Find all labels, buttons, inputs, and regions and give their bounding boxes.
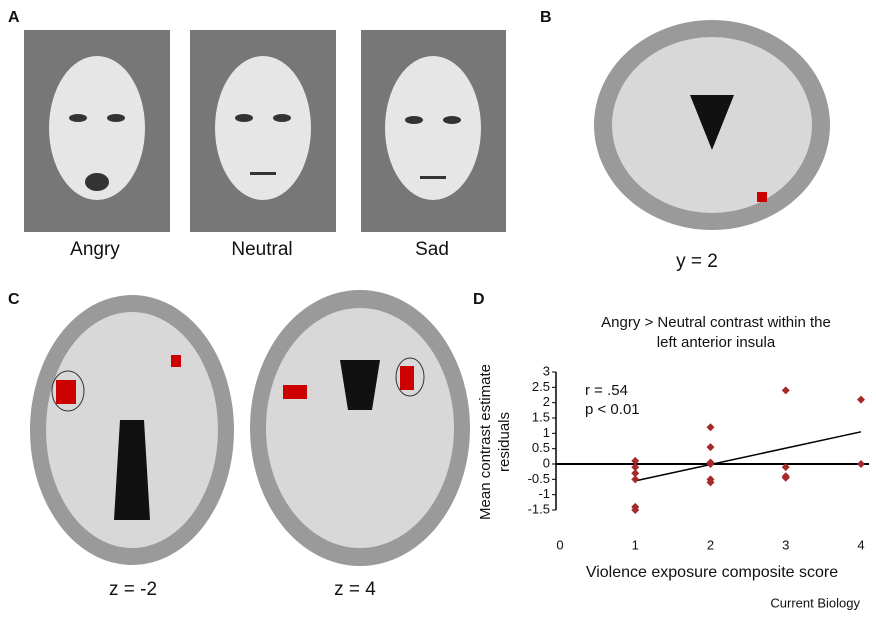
x-tick-label: 0 (556, 537, 563, 552)
y-tick-label: 1.5 (532, 409, 550, 424)
y-tick-label: -1 (538, 486, 550, 501)
y-axis-label: residuals (496, 412, 513, 472)
figure: A Angry Neutral Sad B y = 2 C z = -2 (0, 0, 876, 612)
caption: Sad (415, 239, 449, 260)
point (631, 475, 639, 483)
point (782, 474, 790, 482)
y-tick-label: -0.5 (528, 471, 550, 486)
point (857, 396, 865, 404)
x-tick-label: 3 (782, 537, 789, 552)
caption: z = 4 (334, 579, 376, 600)
y-axis-label: Mean contrast estimate (477, 364, 494, 520)
credit: Current Biology (770, 595, 860, 610)
y-tick-label: 1 (543, 425, 550, 440)
x-tick-label: 4 (857, 537, 864, 552)
annotation: p < 0.01 (585, 401, 640, 418)
panel-label: C (8, 291, 20, 308)
y-tick-label: -1.5 (528, 501, 550, 516)
brain-axial (30, 290, 470, 566)
caption: y = 2 (676, 251, 718, 272)
brain-coronal (594, 20, 830, 230)
point (857, 460, 865, 468)
point (707, 423, 715, 431)
panel-label: A (8, 9, 20, 26)
y-tick-label: 2.5 (532, 379, 550, 394)
y-tick-label: 0.5 (532, 440, 550, 455)
face-images (24, 30, 506, 232)
chart-title: Angry > Neutral contrast within the (601, 314, 831, 331)
point (707, 443, 715, 451)
caption: Angry (70, 239, 120, 260)
trend-line (635, 432, 861, 481)
x-axis-label: Violence exposure composite score (586, 564, 838, 581)
y-tick-label: 0 (543, 455, 550, 470)
panel-label: D (473, 291, 485, 308)
point (782, 386, 790, 394)
x-tick-label: 2 (707, 537, 714, 552)
x-tick-label: 1 (632, 537, 639, 552)
point (707, 460, 715, 468)
chart-title: left anterior insula (657, 334, 776, 351)
caption: z = -2 (109, 579, 157, 600)
annotation: r = .54 (585, 382, 628, 399)
y-tick-label: 3 (543, 363, 550, 378)
panel-label: B (540, 9, 552, 26)
y-tick-label: 2 (543, 394, 550, 409)
caption: Neutral (231, 239, 292, 260)
